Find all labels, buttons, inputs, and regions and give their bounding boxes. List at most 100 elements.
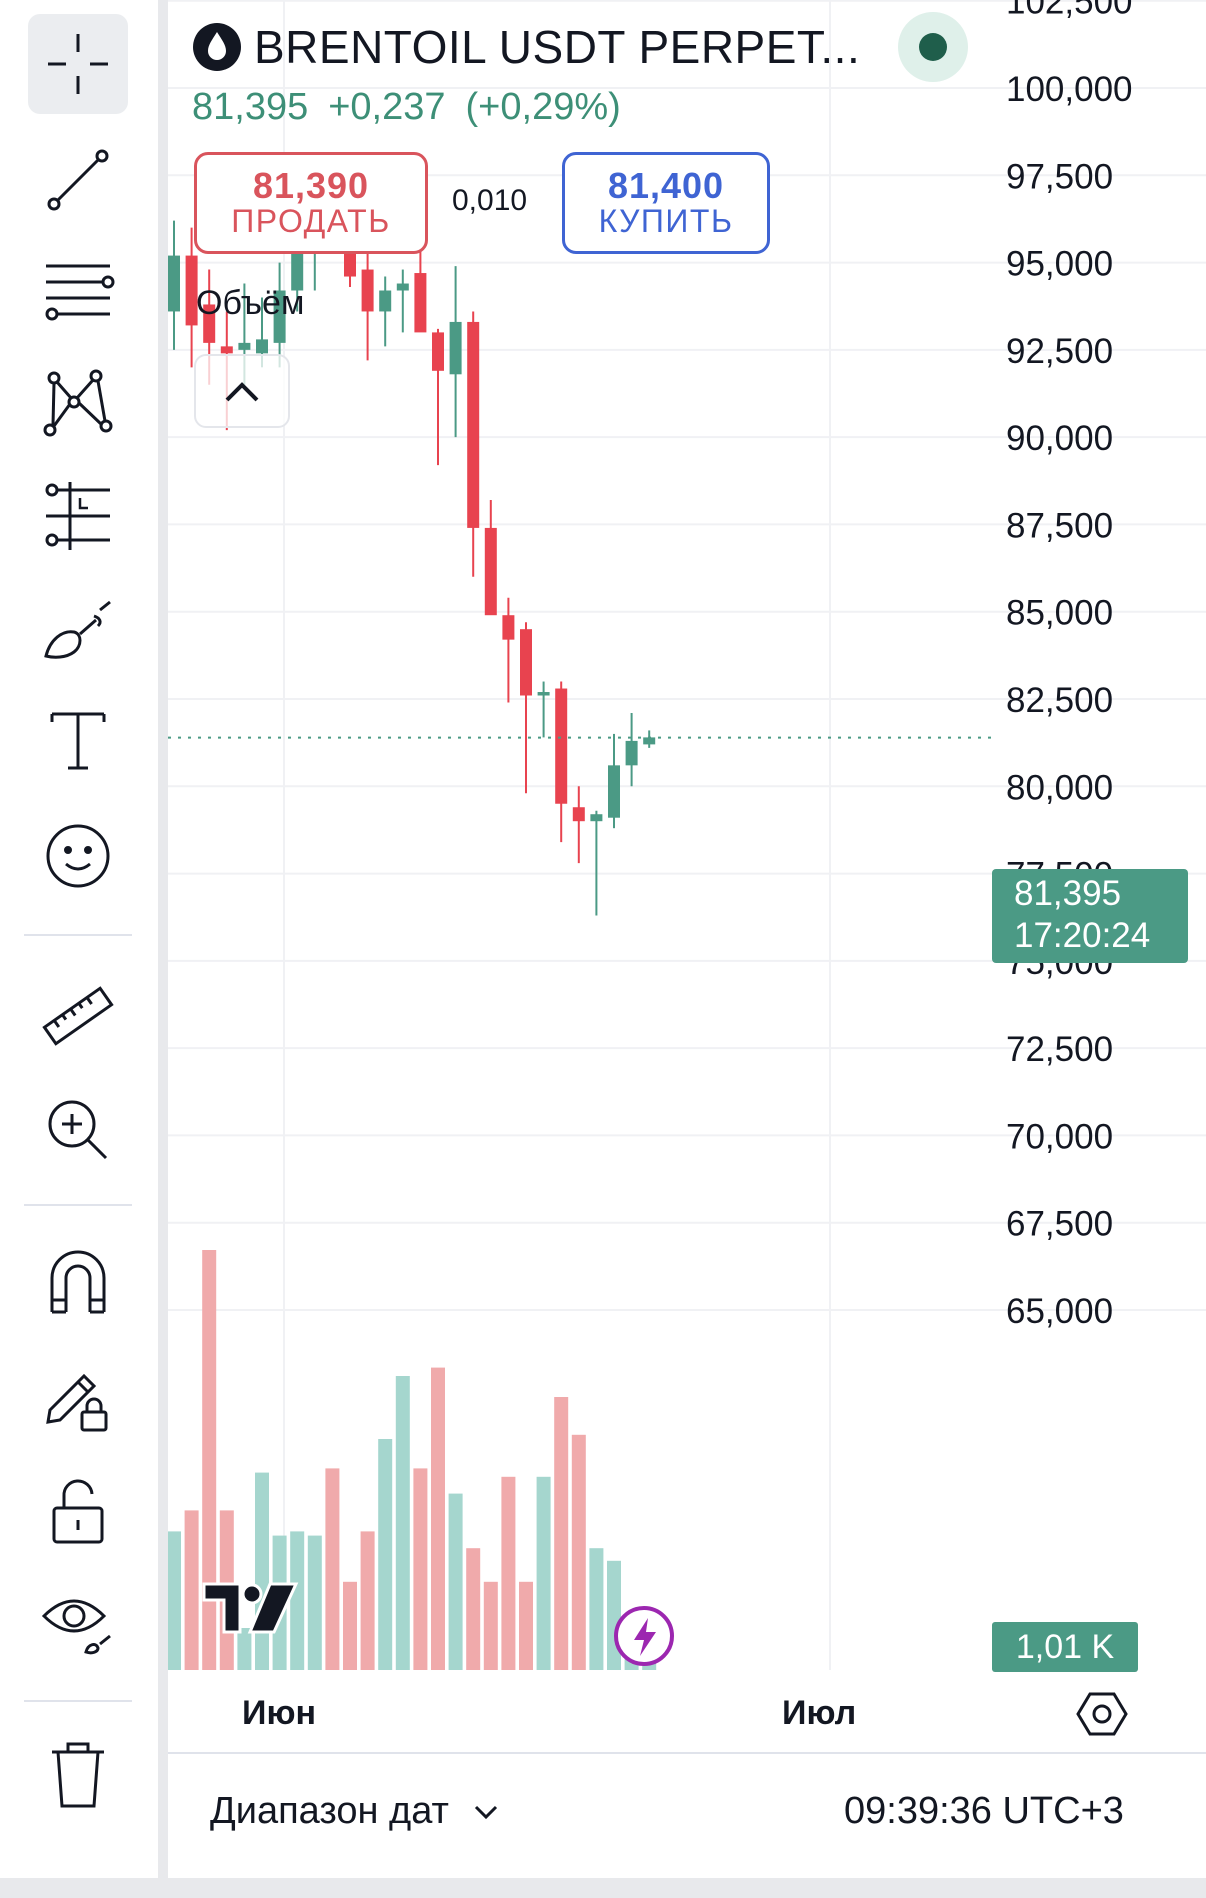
volume-bar <box>325 1468 340 1670</box>
candle-body <box>467 321 480 528</box>
volume-bar <box>255 1472 269 1670</box>
volume-indicator-label[interactable]: Объём <box>196 284 305 322</box>
price-chart[interactable]: 102,500 100,000 97,500 95,000 92,500 90,000 87… <box>168 0 1206 1670</box>
candle-body <box>555 688 568 804</box>
spread-value: 0,010 <box>452 184 528 217</box>
volume-bar <box>168 1531 181 1670</box>
emoji-tool-button[interactable] <box>28 806 128 906</box>
volume-bar <box>483 1581 498 1670</box>
volume-bar <box>360 1531 375 1670</box>
text-icon <box>50 712 106 770</box>
fib-retracement-icon <box>45 264 115 321</box>
volume-bar <box>290 1531 305 1670</box>
sell-button[interactable]: 81,390 ПРОДАТЬ <box>194 152 428 254</box>
pattern-icon <box>43 369 113 437</box>
fib-tool-button[interactable] <box>28 240 128 340</box>
volume-bar <box>466 1548 481 1670</box>
candle-body <box>537 692 550 696</box>
volume-bar <box>307 1535 322 1670</box>
volume-bar <box>395 1376 410 1670</box>
zoom-in-tool-button[interactable] <box>28 1080 128 1180</box>
lock-drawing-icon <box>46 1373 108 1432</box>
candle-body <box>379 290 392 312</box>
brush-icon <box>44 600 111 659</box>
trash-icon <box>52 1742 104 1808</box>
symbol-header[interactable]: BRENTOIL USDT PERPET... <box>192 16 860 78</box>
chart-area[interactable]: 102,500 100,000 97,500 95,000 92,500 90,000 87… <box>168 0 1206 1750</box>
candle-body <box>432 332 444 371</box>
price-tick-label: 85,000 <box>1006 594 1113 633</box>
unlock-button[interactable] <box>28 1460 128 1560</box>
symbol-title: BRENTOIL USDT PERPET... <box>254 21 861 73</box>
chart-settings-icon[interactable] <box>1074 1686 1130 1742</box>
sell-price: 81,390 <box>252 165 370 207</box>
month-label-june: Июн <box>242 1694 317 1732</box>
candle-body <box>238 342 251 350</box>
volume-bar <box>448 1493 463 1670</box>
price-summary: 81,395 +0,237 (+0,29%) <box>192 86 621 129</box>
price-tick-label: 82,500 <box>1006 681 1113 720</box>
candle-body <box>449 321 462 375</box>
emoji-icon <box>46 824 110 888</box>
lock-drawings-button[interactable] <box>28 1346 128 1446</box>
price-tick-label: 97,500 <box>1006 157 1113 196</box>
price-tick-label: 65,000 <box>1006 1292 1113 1331</box>
long-position-icon <box>45 482 110 550</box>
candle-body <box>273 290 286 343</box>
brush-tool-button[interactable] <box>28 578 128 678</box>
position-tool-button[interactable] <box>28 466 128 566</box>
price-tick-label: 70,000 <box>1006 1117 1113 1156</box>
volume-bar <box>519 1581 533 1670</box>
sell-label: ПРОДАТЬ <box>231 203 391 240</box>
remove-drawings-button[interactable] <box>28 1724 128 1824</box>
candle-body <box>502 615 515 640</box>
time-axis-separator <box>168 1752 1206 1754</box>
last-price: 81,395 <box>192 86 309 128</box>
pattern-tool-button[interactable] <box>28 352 128 452</box>
buy-button[interactable]: 81,400 КУПИТЬ <box>562 152 770 254</box>
price-tick-label: 87,500 <box>1006 506 1113 545</box>
ruler-tool-button[interactable] <box>28 966 128 1066</box>
text-tool-button[interactable] <box>28 690 128 790</box>
flash-icon[interactable] <box>612 1604 676 1668</box>
bottom-strip <box>0 1878 1206 1898</box>
candle-body <box>256 339 268 354</box>
candle-body <box>520 629 532 696</box>
crosshair-icon <box>48 34 108 94</box>
volume-bar <box>501 1476 516 1670</box>
month-label-july: Июл <box>782 1694 857 1732</box>
crosshair-tool-button[interactable] <box>28 14 128 114</box>
candle-body <box>608 765 620 818</box>
timezone-clock[interactable]: 09:39:36 UTC+3 <box>844 1790 1124 1832</box>
toolbar-separator <box>24 934 132 936</box>
trend-line-tool-button[interactable] <box>28 130 128 230</box>
candle-body <box>625 740 638 766</box>
candle-body <box>484 527 497 616</box>
volume-axis-label: 1,01 K <box>992 1622 1138 1672</box>
market-status-button[interactable] <box>898 12 968 82</box>
candle-body <box>361 269 374 312</box>
time-axis[interactable]: Июн Июл <box>168 1670 1206 1752</box>
collapse-legend-button[interactable] <box>194 354 290 428</box>
price-tick-label: 72,500 <box>1006 1030 1113 1069</box>
volume-bar <box>413 1468 428 1670</box>
date-range-button[interactable]: Диапазон дат <box>210 1790 499 1833</box>
tradingview-logo-icon[interactable] <box>200 1580 300 1636</box>
price-change: +0,237 <box>328 86 446 128</box>
trend-line-icon <box>47 149 109 211</box>
volume-bar <box>431 1367 445 1670</box>
market-open-dot <box>919 33 947 61</box>
volume-bar <box>343 1581 357 1670</box>
price-tick-label: 80,000 <box>1006 768 1113 807</box>
magnet-tool-button[interactable] <box>28 1232 128 1332</box>
visibility-button[interactable] <box>28 1570 128 1670</box>
bottom-toolbar: Диапазон дат 09:39:36 UTC+3 <box>168 1754 1206 1878</box>
volume-bar <box>378 1439 393 1670</box>
volume-bar <box>554 1397 569 1670</box>
chevron-down-icon <box>474 1805 497 1819</box>
candle-body <box>590 814 603 822</box>
price-tick-label: 100,000 <box>1006 70 1133 109</box>
volume-bar <box>184 1510 199 1670</box>
unlock-icon <box>52 1479 104 1544</box>
ruler-icon <box>42 986 114 1046</box>
